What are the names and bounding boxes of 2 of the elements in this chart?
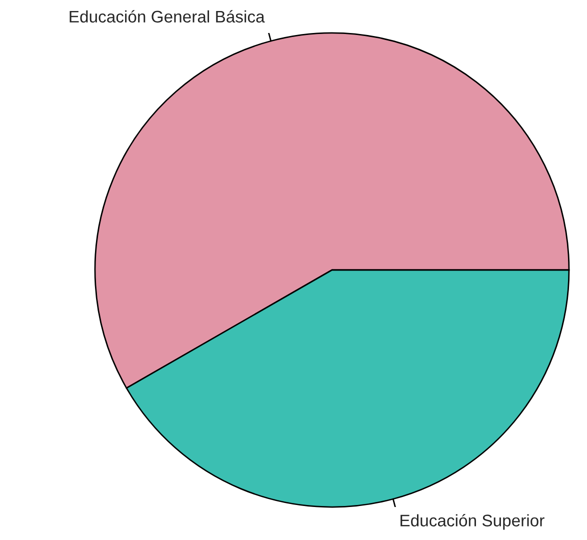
slice-label: Educación Superior [400, 514, 544, 530]
slice-label: Educación General Básica [70, 10, 265, 23]
